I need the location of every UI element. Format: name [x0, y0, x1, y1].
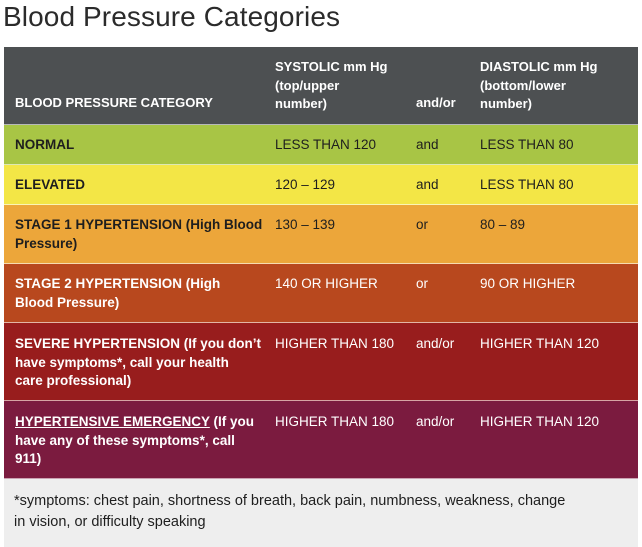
category-line: have any of these symptoms*, call — [15, 432, 235, 448]
category-line-rest: (If you — [209, 414, 255, 429]
header-diastolic: DIASTOLIC mm Hg (bottom/lower number) — [480, 58, 630, 114]
category-cell: HYPERTENSIVE EMERGENCY (If you have any … — [15, 413, 265, 469]
table-row-stage1: STAGE 1 HYPERTENSION (High Blood Pressur… — [4, 205, 638, 264]
header-systolic: SYSTOLIC mm Hg (top/upper number) — [275, 58, 405, 114]
systolic-cell: LESS THAN 120 — [275, 137, 377, 152]
table-header: BLOOD PRESSURE CATEGORY SYSTOLIC mm Hg (… — [4, 47, 638, 125]
table-row-severe: SEVERE HYPERTENSION (If you don’t have s… — [4, 323, 638, 401]
page-title: Blood Pressure Categories — [3, 1, 341, 32]
category-line: Blood Pressure) — [15, 294, 120, 310]
diastolic-cell: LESS THAN 80 — [480, 177, 574, 192]
diastolic-cell: 90 OR HIGHER — [480, 276, 576, 291]
header-systolic-line1: SYSTOLIC mm Hg — [275, 59, 388, 74]
systolic-cell: 130 – 139 — [275, 217, 336, 232]
andor-cell: and — [416, 137, 439, 152]
andor-cell: and/or — [416, 414, 455, 429]
header-diastolic-line2: (bottom/lower — [480, 77, 566, 93]
category-line: STAGE 2 HYPERTENSION (High — [15, 276, 221, 291]
header-systolic-line2: (top/upper — [275, 77, 340, 93]
systolic-cell: 120 – 129 — [275, 177, 336, 192]
footnote-line: in vision, or difficulty speaking — [14, 514, 206, 530]
category-line: SEVERE HYPERTENSION (If you don’t — [15, 336, 262, 351]
table-row-normal: NORMAL LESS THAN 120 and LESS THAN 80 — [4, 125, 638, 165]
blood-pressure-table: BLOOD PRESSURE CATEGORY SYSTOLIC mm Hg (… — [4, 47, 638, 547]
category-line: care professional) — [15, 373, 132, 388]
table-row-emergency: HYPERTENSIVE EMERGENCY (If you have any … — [4, 401, 638, 479]
andor-cell: or — [416, 217, 429, 232]
category-cell: ELEVATED — [15, 177, 86, 192]
header-andor: and/or — [416, 95, 456, 110]
symptoms-footnote: *symptoms: chest pain, shortness of brea… — [4, 479, 638, 547]
header-diastolic-line1: DIASTOLIC mm Hg — [480, 59, 598, 74]
category-line: 911) — [15, 451, 42, 466]
diastolic-cell: 80 – 89 — [480, 217, 526, 232]
category-cell: NORMAL — [15, 137, 75, 152]
diastolic-cell: LESS THAN 80 — [480, 137, 574, 152]
category-line: have symptoms*, call your health — [15, 354, 229, 370]
diastolic-cell: HIGHER THAN 120 — [480, 414, 600, 429]
footnote-line: *symptoms: chest pain, shortness of brea… — [14, 493, 566, 509]
category-line: STAGE 1 HYPERTENSION (High Blood — [15, 217, 263, 232]
andor-cell: and/or — [416, 336, 455, 351]
systolic-cell: HIGHER THAN 180 — [275, 336, 395, 351]
andor-cell: and — [416, 177, 439, 192]
category-cell: STAGE 2 HYPERTENSION (High Blood Pressur… — [15, 275, 265, 312]
diastolic-cell: HIGHER THAN 120 — [480, 336, 600, 351]
category-line: HYPERTENSIVE EMERGENCY (If you — [15, 413, 265, 432]
systolic-cell: HIGHER THAN 180 — [275, 414, 395, 429]
category-line: Pressure) — [15, 235, 78, 251]
category-cell: SEVERE HYPERTENSION (If you don’t have s… — [15, 335, 265, 391]
table-row-elevated: ELEVATED 120 – 129 and LESS THAN 80 — [4, 165, 638, 205]
header-category: BLOOD PRESSURE CATEGORY — [15, 95, 213, 110]
header-diastolic-line3: number) — [480, 96, 532, 111]
hypertensive-emergency-link[interactable]: HYPERTENSIVE EMERGENCY — [15, 414, 210, 429]
table-row-stage2: STAGE 2 HYPERTENSION (High Blood Pressur… — [4, 264, 638, 323]
footnote-text: *symptoms: chest pain, shortness of brea… — [14, 491, 634, 533]
andor-cell: or — [416, 276, 429, 291]
systolic-cell: 140 OR HIGHER — [275, 276, 378, 291]
header-systolic-line3: number) — [275, 96, 327, 111]
category-cell: STAGE 1 HYPERTENSION (High Blood Pressur… — [15, 216, 265, 253]
